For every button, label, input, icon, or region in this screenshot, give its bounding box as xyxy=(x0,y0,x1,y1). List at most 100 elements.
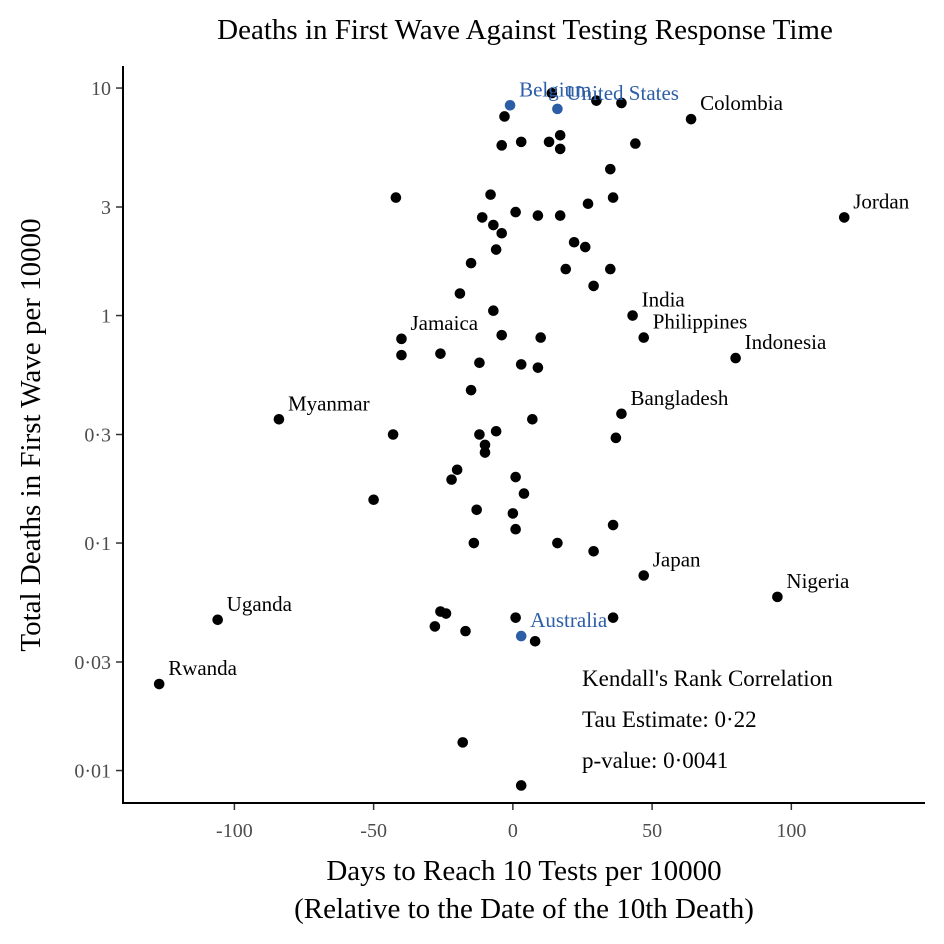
data-point xyxy=(485,189,496,200)
y-tick-label: 0·3 xyxy=(84,425,111,447)
data-point xyxy=(451,464,463,476)
data-point xyxy=(607,192,619,203)
data-point xyxy=(588,280,599,292)
data-point xyxy=(515,359,527,370)
data-point xyxy=(529,635,541,647)
labeled-data-point xyxy=(616,408,627,420)
labeled-data-point xyxy=(838,212,850,223)
labeled-data-point xyxy=(772,591,783,603)
labeled-data-point xyxy=(730,352,741,364)
data-point xyxy=(510,206,521,218)
data-points xyxy=(153,87,850,791)
data-point xyxy=(510,471,521,483)
data-point xyxy=(535,332,547,343)
annotation-line-2: Tau Estimate: 0·22 xyxy=(582,707,757,732)
data-point xyxy=(465,384,477,396)
data-point xyxy=(479,447,491,458)
labeled-data-point xyxy=(273,413,285,425)
point-label: Rwanda xyxy=(168,656,237,680)
point-label: Indonesia xyxy=(745,330,827,354)
data-point xyxy=(429,621,441,632)
labeled-data-point xyxy=(685,113,697,125)
point-label: Myanmar xyxy=(288,391,370,415)
data-point xyxy=(499,111,510,122)
data-point xyxy=(446,474,457,485)
data-point xyxy=(474,429,485,440)
data-point xyxy=(616,97,627,109)
data-point xyxy=(368,494,379,506)
data-point xyxy=(510,523,521,535)
labeled-data-point xyxy=(515,630,527,642)
data-point xyxy=(490,425,502,437)
data-point xyxy=(591,95,602,106)
point-label: United States xyxy=(566,81,679,105)
x-tick-label: 50 xyxy=(642,820,662,842)
point-label: Nigeria xyxy=(786,569,850,593)
data-point xyxy=(479,439,491,451)
data-point xyxy=(515,780,527,791)
data-point xyxy=(568,236,580,248)
data-point xyxy=(527,413,538,425)
y-axis-title: Total Deaths in First Wave per 10000 xyxy=(15,218,47,651)
point-label: Philippines xyxy=(653,310,748,334)
data-point xyxy=(476,212,488,223)
x-tick-label: 100 xyxy=(776,820,806,842)
x-axis-title-line-1: Days to Reach 10 Tests per 10000 xyxy=(326,855,721,887)
labeled-data-point xyxy=(638,570,650,581)
data-point xyxy=(518,488,530,499)
data-point xyxy=(630,138,641,149)
x-axis-title-line-2: (Relative to the Date of the 10th Death) xyxy=(294,893,754,925)
data-point xyxy=(390,192,402,203)
x-axis-ticks: -100 -50 0 50 100 xyxy=(216,803,806,842)
data-point xyxy=(468,537,480,549)
data-point xyxy=(387,429,399,440)
data-point xyxy=(582,198,594,210)
data-point xyxy=(610,432,622,444)
data-point xyxy=(457,737,469,748)
y-tick-label: 0·01 xyxy=(74,761,111,783)
data-point xyxy=(607,612,619,623)
annotation-line-3: p-value: 0·0041 xyxy=(582,748,728,773)
y-tick-label: 0·1 xyxy=(84,533,111,555)
data-point xyxy=(396,349,407,361)
point-label: Bangladesh xyxy=(630,386,728,410)
y-tick-label: 1 xyxy=(101,306,111,328)
data-point xyxy=(532,210,544,221)
point-label: Australia xyxy=(530,608,608,632)
point-label: Japan xyxy=(653,548,701,572)
data-point xyxy=(440,608,452,619)
data-point xyxy=(543,136,555,148)
chart-title: Deaths in First Wave Against Testing Res… xyxy=(217,14,833,46)
labeled-data-point xyxy=(396,333,407,345)
point-label: Colombia xyxy=(700,91,784,115)
data-point xyxy=(532,362,544,373)
data-point xyxy=(605,163,616,175)
data-point xyxy=(560,263,572,275)
y-tick-label: 0·03 xyxy=(74,652,111,674)
data-point xyxy=(465,257,477,269)
point-label: India xyxy=(642,288,686,312)
annotation-line-1: Kendall's Rank Correlation xyxy=(582,666,833,691)
correlation-annotation: Kendall's Rank Correlation Tau Estimate:… xyxy=(582,666,833,773)
labeled-data-point xyxy=(552,103,563,115)
data-point xyxy=(605,263,616,275)
labeled-data-point xyxy=(638,332,650,343)
data-point xyxy=(435,348,446,359)
labeled-data-point xyxy=(504,99,516,111)
data-point xyxy=(510,612,521,623)
data-point xyxy=(488,305,499,317)
data-point xyxy=(515,136,527,148)
data-point xyxy=(546,87,558,99)
y-tick-label: 10 xyxy=(91,78,111,100)
point-label: Uganda xyxy=(227,592,293,616)
data-point xyxy=(496,329,508,341)
data-point xyxy=(471,504,482,516)
data-point xyxy=(554,143,566,155)
point-label: Belgium xyxy=(519,77,591,101)
point-label: Jordan xyxy=(853,189,909,213)
labeled-data-point xyxy=(153,678,165,690)
data-point xyxy=(579,241,591,253)
data-point xyxy=(607,519,619,531)
